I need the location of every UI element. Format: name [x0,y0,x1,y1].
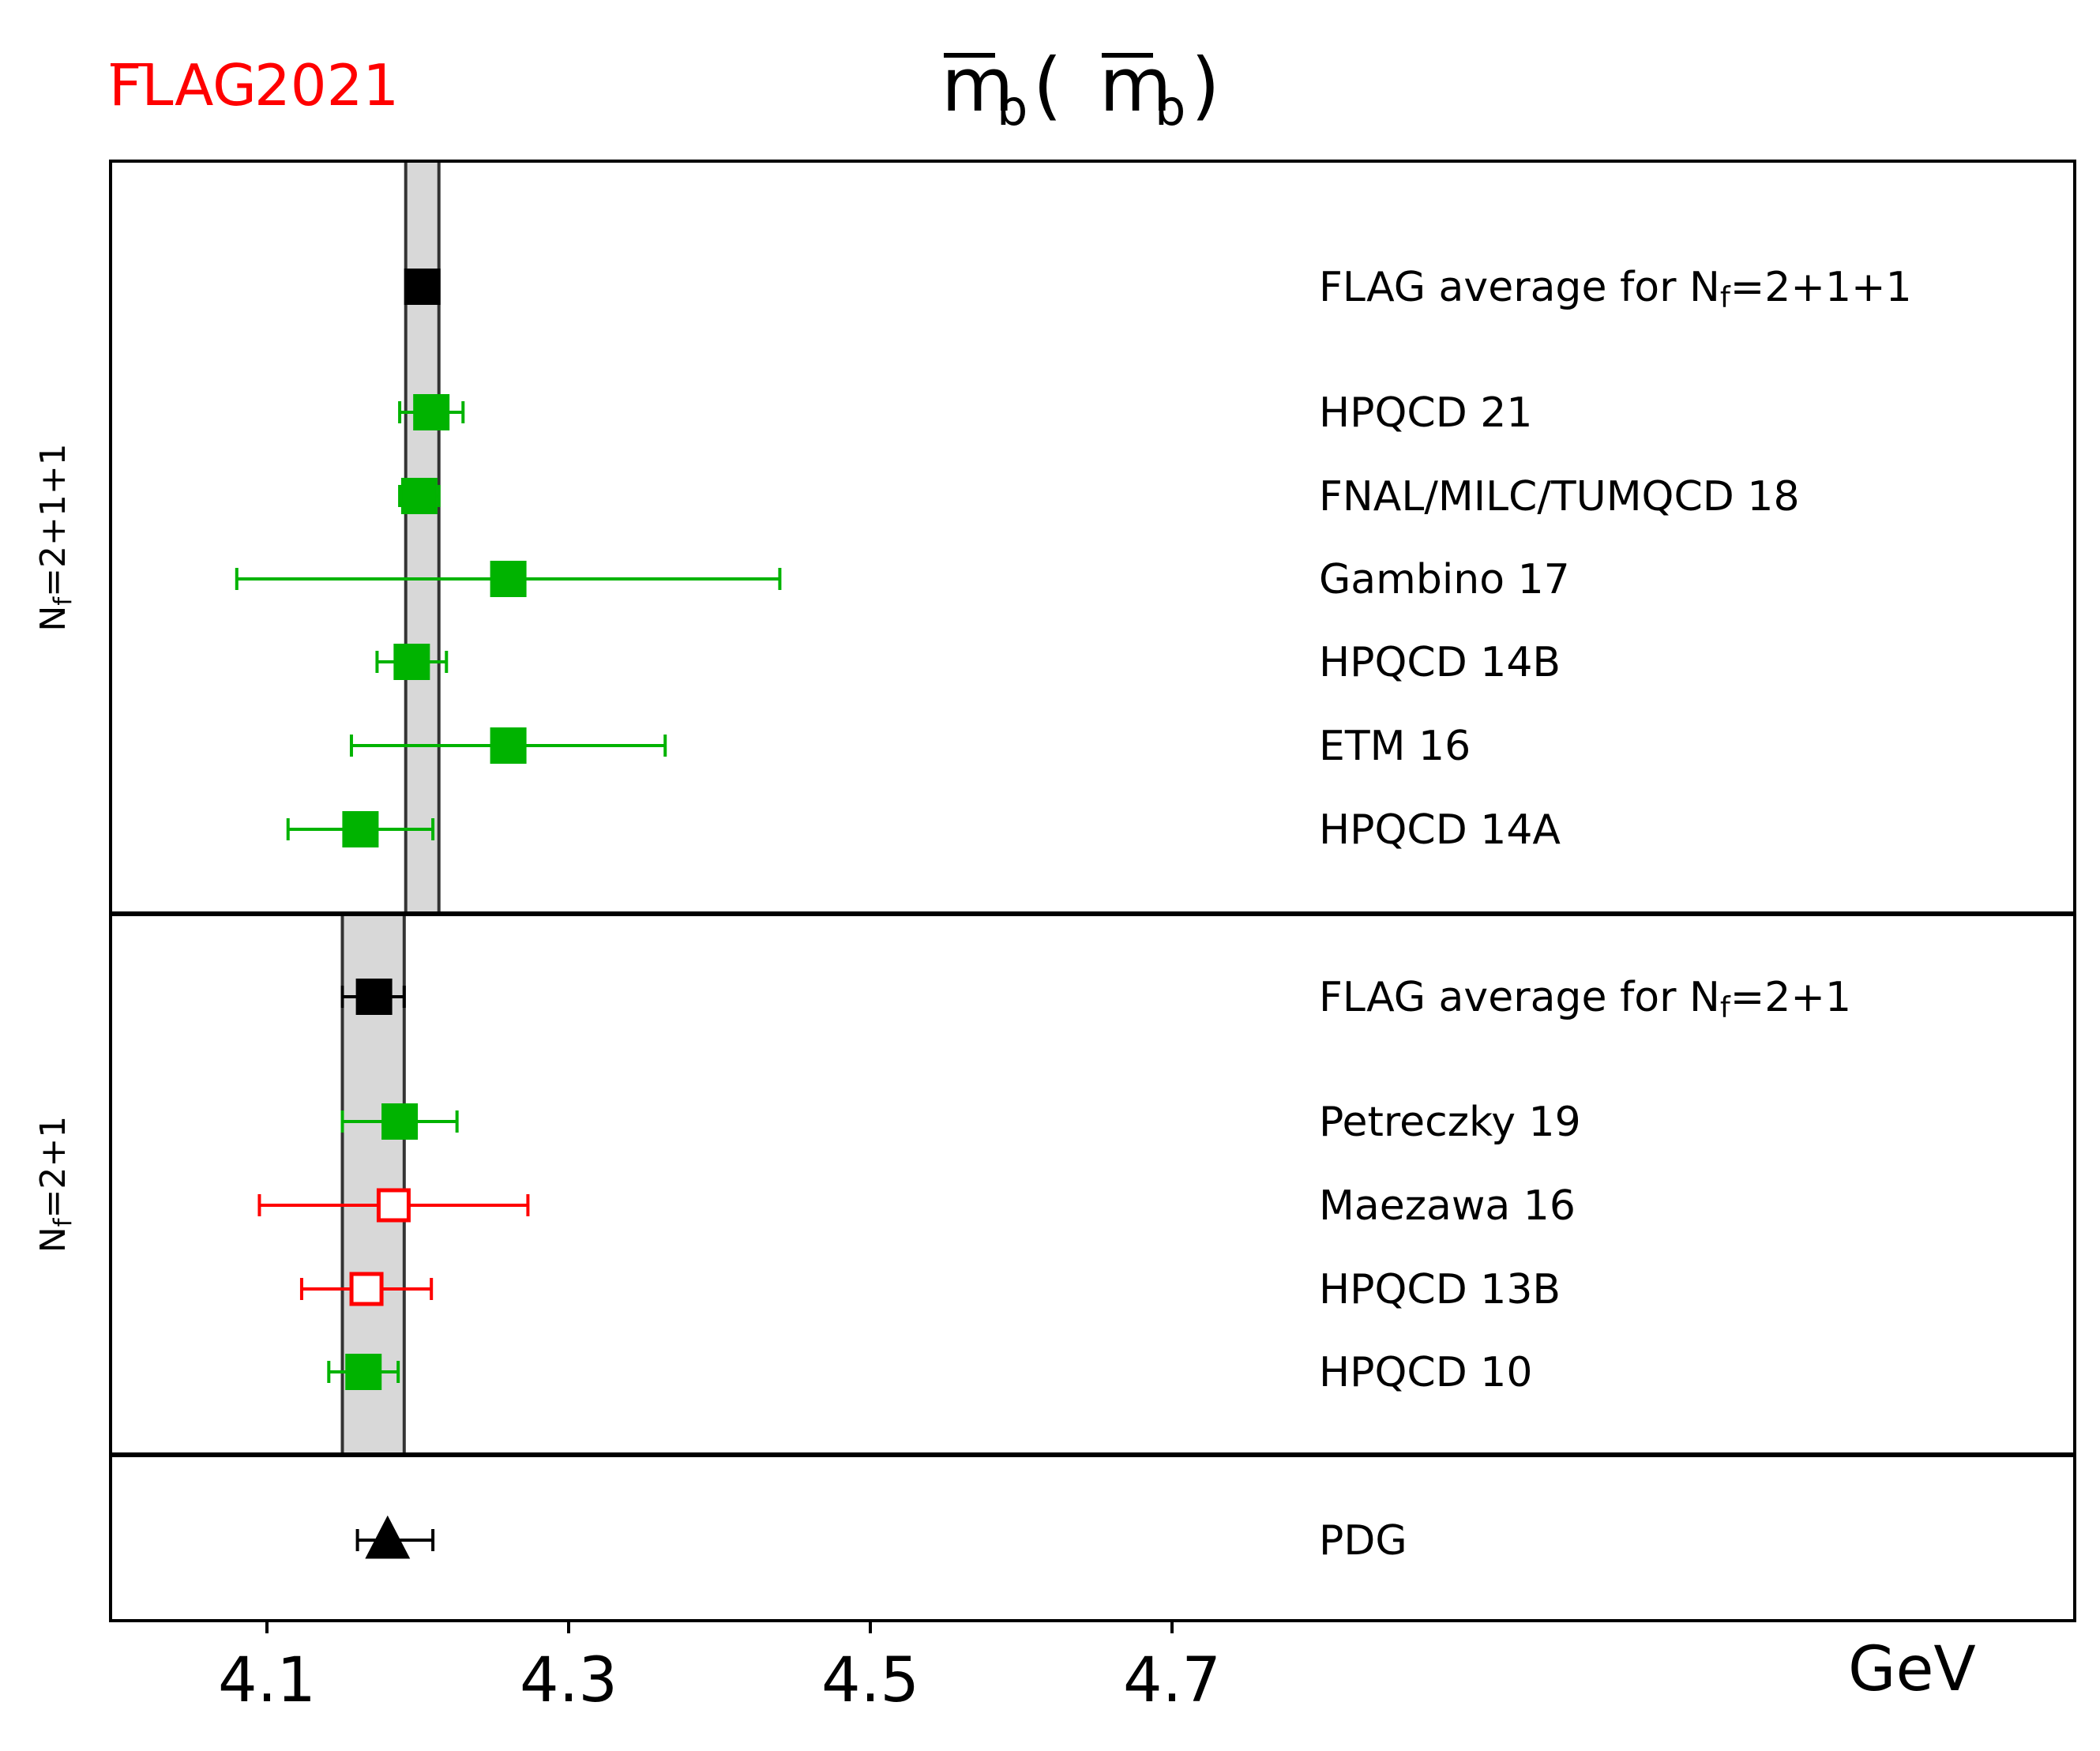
point-pdg-pdg [355,1515,435,1559]
marker-square [490,727,527,764]
point-nf3-hpqcd-13b [299,1272,434,1306]
point-nf3-flag-average-for-2-1 [340,979,406,1015]
label-flag-average-for-2-1-1: FLAG average for Nf=2+1+1 [1319,264,1912,314]
x-unit-label: GeV [1848,1634,1976,1705]
x-axis: 4.1 4.3 4.5 4.7 [218,1621,1221,1716]
title-paren-open: ( [1033,43,1062,129]
label-petreczky-19: Petreczky 19 [1319,1099,1581,1146]
marker-square [400,478,438,514]
chart-title: m b ( m b ) [941,43,1220,137]
point-nf3-maezawa-16 [257,1188,530,1223]
marker-square [381,1103,419,1140]
label-hpqcd-10: HPQCD 10 [1319,1349,1532,1396]
panel-label-nf3: Nf=2+1 [33,1116,77,1253]
marker-square [345,1354,382,1390]
x-tick-label-4.5: 4.5 [821,1645,919,1716]
label-flag-average-for-2-1: FLAG average for Nf=2+1 [1319,974,1851,1024]
flag-logo: FLAG 2021 [109,52,399,118]
label-gambino-17: Gambino 17 [1319,556,1570,603]
title-paren-close: ) [1191,43,1220,129]
point-nf4-hpqcd-21 [398,394,465,430]
label-hpqcd-13b: HPQCD 13B [1319,1266,1561,1313]
marker-square [404,269,441,305]
x-tick-label-4.3: 4.3 [520,1645,618,1716]
panel-label-text-nf4: Nf=2+1+1 [33,443,77,631]
label-hpqcd-21: HPQCD 21 [1319,389,1532,437]
label-fnal-milc-tumqcd-18: FNAL/MILC/TUMQCD 18 [1319,473,1800,520]
label-hpqcd-14a: HPQCD 14A [1319,806,1561,854]
marker-square [490,561,527,597]
average-bands [340,160,441,1456]
point-labels: FLAG average for Nf=2+1+1 HPQCD 21 FNAL/MI… [1319,264,1912,1565]
point-nf4-gambino-17 [235,561,782,597]
marker-square [355,979,393,1015]
data-points [235,269,782,1559]
marker-square [342,811,379,847]
point-nf3-petreczky-19 [340,1103,459,1140]
label-etm-16: ETM 16 [1319,723,1471,770]
label-hpqcd-14b: HPQCD 14B [1319,639,1561,686]
point-nf4-etm-16 [349,727,667,764]
title-sub-1: b [997,79,1027,137]
logo-year: 2021 [254,52,399,118]
marker-square [376,1188,411,1223]
panel-labels: Nf=2+1+1 Nf=2+1 [33,443,77,1253]
point-nf3-hpqcd-10 [327,1354,400,1390]
label-maezawa-16: Maezawa 16 [1319,1182,1576,1230]
panel-label-text-nf3: Nf=2+1 [33,1116,77,1253]
marker-square [349,1272,384,1306]
marker-square [413,394,450,430]
point-nf4-flag-average-for-2-1-1 [404,269,441,305]
x-tick-label-4.7: 4.7 [1123,1645,1221,1716]
plot-frame [109,160,2076,1622]
point-nf4-hpqcd-14a [286,811,435,847]
x-tick-label-4.1: 4.1 [218,1645,316,1716]
label-pdg: PDG [1319,1517,1407,1565]
marker-triangle [365,1515,411,1559]
logo-text: FLAG [109,52,257,118]
title-sub-2: b [1155,79,1185,137]
point-nf4-hpqcd-14b [375,644,449,680]
marker-square [393,644,430,680]
title-m-1: m [941,43,1014,129]
panel-label-nf4: Nf=2+1+1 [33,443,77,631]
point-nf4-fnal-milc-tumqcd-18 [398,478,441,514]
title-m-2: m [1099,43,1172,129]
